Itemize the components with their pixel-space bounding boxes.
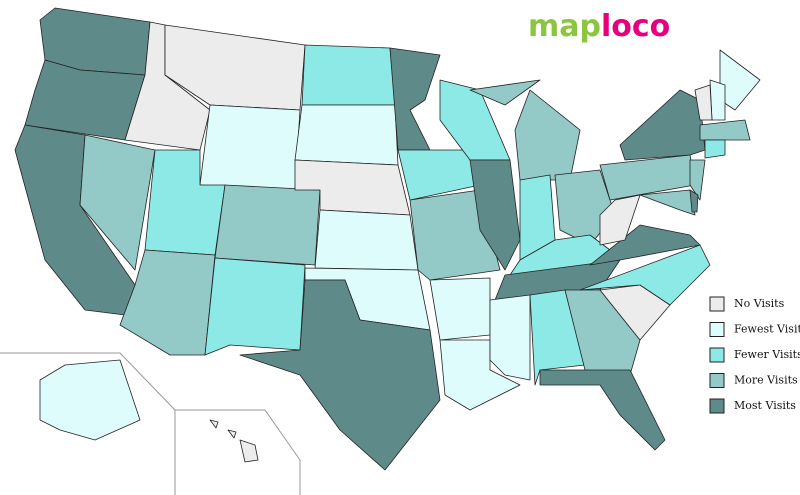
state <box>704 139 726 159</box>
state <box>294 104 399 166</box>
states <box>14 7 761 471</box>
state <box>79 134 156 271</box>
state <box>209 419 219 429</box>
state <box>301 44 396 106</box>
state <box>199 104 301 191</box>
state <box>699 119 751 141</box>
legend: No Visits Fewest Visits Fewer Visits More V… <box>709 296 800 414</box>
state <box>227 429 237 439</box>
state <box>539 369 666 451</box>
state <box>709 79 726 121</box>
legend-swatch <box>709 373 725 388</box>
state <box>469 159 521 271</box>
logo-part: map <box>528 9 601 44</box>
inset-border <box>0 352 176 495</box>
legend-swatch <box>709 347 725 363</box>
legend-label: Fewest Visits <box>734 323 800 336</box>
state <box>599 194 641 246</box>
state <box>429 277 491 341</box>
legend-label: Most Visits <box>734 399 796 412</box>
state <box>39 359 141 441</box>
inset-border <box>175 409 301 495</box>
state <box>214 184 321 266</box>
state <box>469 79 541 106</box>
legend-swatch <box>709 398 725 414</box>
state <box>389 47 441 151</box>
logo: maploco <box>528 9 670 44</box>
state <box>719 49 761 111</box>
state <box>579 244 711 306</box>
state <box>589 224 701 266</box>
logo-part: loco <box>601 9 670 44</box>
state <box>639 189 696 216</box>
state <box>239 279 441 471</box>
state <box>689 189 699 213</box>
state <box>489 294 531 381</box>
state <box>314 209 419 271</box>
state <box>564 289 641 376</box>
state <box>239 439 259 463</box>
state <box>689 159 706 201</box>
state <box>619 89 706 161</box>
legend-swatch <box>709 296 725 312</box>
state <box>119 249 216 356</box>
state <box>514 89 581 181</box>
state <box>694 84 713 121</box>
legend-label: No Visits <box>734 297 785 310</box>
legend-swatch <box>709 322 725 337</box>
legend-label: Fewer Visits <box>734 348 800 361</box>
legend-label: More Visits <box>734 374 798 387</box>
state <box>204 257 306 356</box>
